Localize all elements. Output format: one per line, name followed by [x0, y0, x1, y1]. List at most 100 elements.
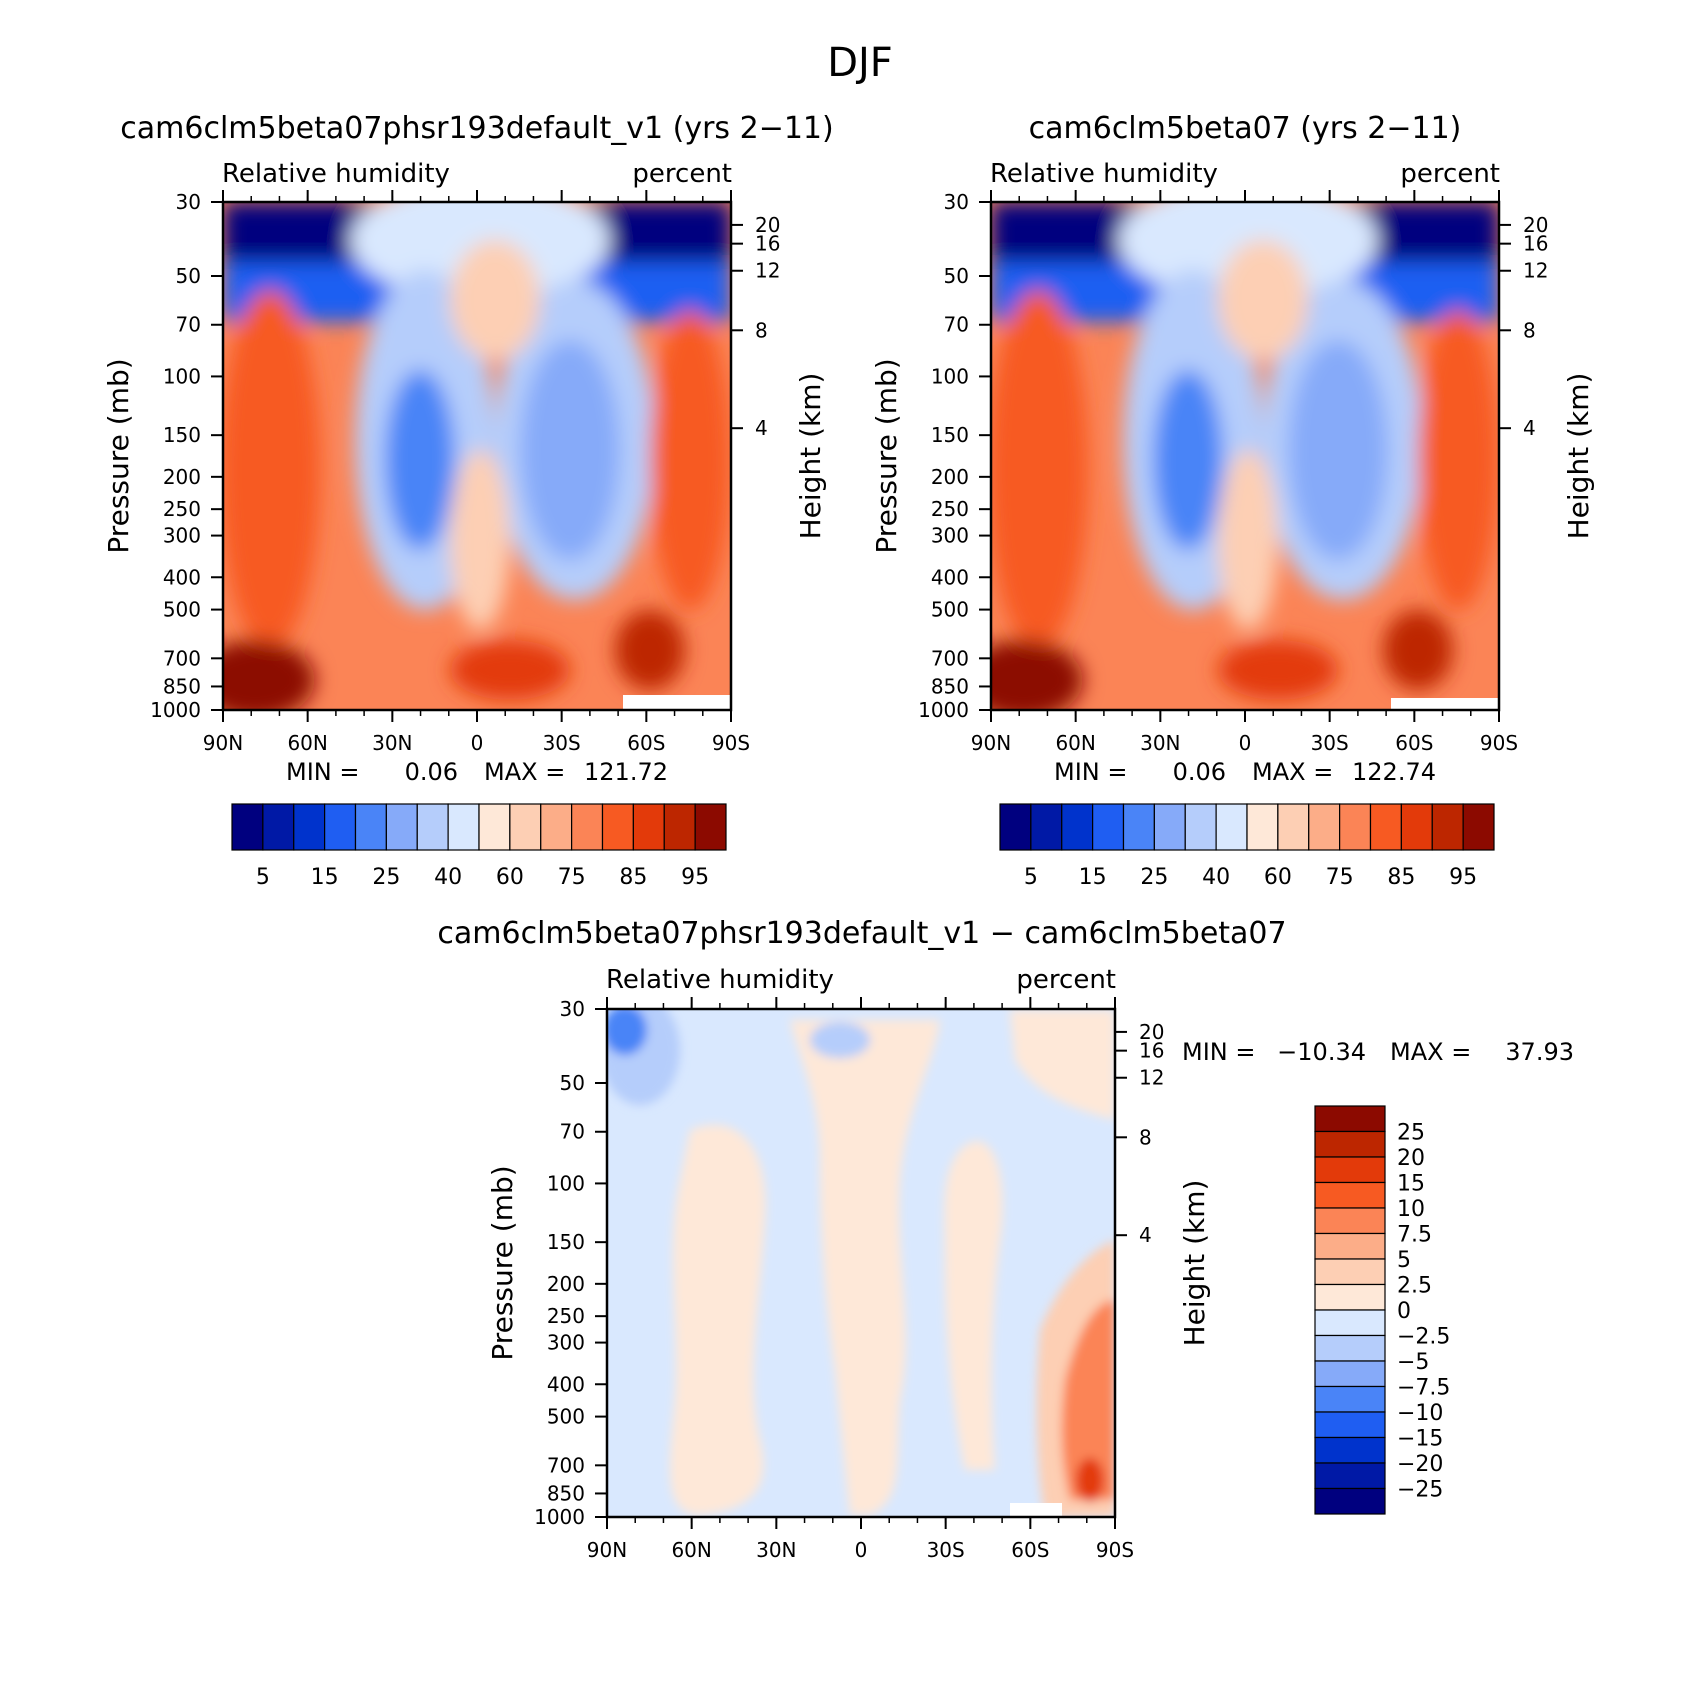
y-tick-label: 30 [176, 190, 201, 214]
x-tick-label: 90S [1096, 1538, 1134, 1562]
y-tick-label: 250 [163, 497, 201, 521]
colorbar-label: −5 [1397, 1350, 1429, 1375]
colorbar-label: 5 [1397, 1248, 1411, 1273]
panel-2-title: cam6clm5beta07 (yrs 2−11) [1029, 111, 1462, 146]
panel-1-axes: 3050701001502002503004005007008501000201… [150, 190, 780, 755]
y-tick-label: 150 [163, 423, 201, 447]
y-tick-label: 70 [176, 313, 201, 337]
panel-2-max-value: 122.74 [1352, 758, 1436, 786]
colorbar-swatch [509, 803, 542, 851]
colorbar-label: 40 [434, 865, 462, 890]
figure-title: DJF [827, 40, 893, 86]
colorbar-swatch [293, 803, 326, 851]
panel-2-axes: 3050701001502002503004005007008501000201… [918, 190, 1548, 755]
y-tick-label: 300 [163, 524, 201, 548]
y-tick-label: 500 [931, 598, 969, 622]
y-tick-label: 500 [163, 598, 201, 622]
panel-2-y2label: Height (km) [1562, 373, 1595, 540]
panel-3-min-label: MIN = [1182, 1038, 1255, 1066]
y-tick-label: 400 [163, 565, 201, 589]
panel-2-min-label: MIN = [1054, 758, 1127, 786]
colorbar-swatch [1308, 803, 1341, 851]
colorbar-swatch [262, 803, 295, 851]
panel-3-right-subtitle: percent [1016, 965, 1116, 995]
colorbar-swatch [1314, 1130, 1386, 1158]
y2-tick-label: 8 [1523, 318, 1536, 342]
panel-3-title: cam6clm5beta07phsr193default_v1 − cam6cl… [437, 916, 1286, 951]
colorbar-swatch [1314, 1334, 1386, 1362]
colorbar-label: 60 [1264, 865, 1292, 890]
colorbar-label: 0 [1397, 1299, 1411, 1324]
x-tick-label: 90S [1480, 731, 1518, 755]
x-tick-label: 90N [587, 1538, 627, 1562]
x-tick-label: 30N [1140, 731, 1180, 755]
y-tick-label: 150 [547, 1230, 585, 1254]
y2-tick-label: 12 [1523, 259, 1548, 283]
panel-3-max-label: MAX = [1390, 1038, 1471, 1066]
y-tick-label: 100 [547, 1171, 585, 1195]
colorbar-swatch [1246, 803, 1279, 851]
x-tick-label: 60S [627, 731, 665, 755]
y-tick-label: 50 [176, 264, 201, 288]
x-tick-label: 30S [927, 1538, 965, 1562]
colorbar-swatch [1431, 803, 1464, 851]
y-tick-label: 250 [931, 497, 969, 521]
colorbar-swatch [1314, 1156, 1386, 1184]
colorbar-label: −7.5 [1397, 1376, 1450, 1401]
colorbar-label: 15 [1397, 1172, 1425, 1197]
x-tick-label: 90S [712, 731, 750, 755]
panel-1-min-value: 0.06 [405, 758, 458, 786]
colorbar-label: 5 [1024, 865, 1038, 890]
panel-2-ylabel: Pressure (mb) [870, 358, 903, 553]
y2-tick-label: 16 [1523, 232, 1548, 256]
y-tick-label: 1000 [150, 698, 201, 722]
colorbar-swatch [999, 803, 1032, 851]
colorbar-swatch [354, 803, 387, 851]
colorbar-swatch [1400, 803, 1433, 851]
y2-tick-label: 4 [755, 416, 768, 440]
panel-3-left-subtitle: Relative humidity [606, 965, 834, 995]
panel-1-field [223, 202, 731, 710]
panel-1-right-subtitle: percent [632, 159, 732, 189]
y-tick-label: 70 [560, 1120, 585, 1144]
panel-2-field [991, 202, 1499, 710]
y-tick-label: 300 [547, 1331, 585, 1355]
panel-3-y2label: Height (km) [1178, 1180, 1211, 1347]
colorbar-swatch [1314, 1462, 1386, 1490]
colorbar-swatch [1314, 1436, 1386, 1464]
y2-tick-label: 20 [755, 213, 780, 237]
y-tick-label: 300 [931, 524, 969, 548]
colorbar-swatch [632, 803, 665, 851]
x-tick-label: 60N [287, 731, 327, 755]
colorbar-label: 85 [1387, 865, 1415, 890]
colorbar-label: 25 [372, 865, 400, 890]
panel-3-min-value: −10.34 [1277, 1038, 1366, 1066]
panel-2-min-value: 0.06 [1173, 758, 1226, 786]
y2-tick-label: 20 [1523, 213, 1548, 237]
colorbar-swatch [416, 803, 449, 851]
colorbar-swatch [1314, 1105, 1386, 1133]
colorbar-swatch [540, 803, 573, 851]
x-tick-label: 90N [203, 731, 243, 755]
x-tick-label: 60N [671, 1538, 711, 1562]
panel-1-ylabel: Pressure (mb) [102, 358, 135, 553]
colorbar-swatch [1462, 803, 1495, 851]
panel-2-colorbar: 5 15 25 40 60 75 85 95 [999, 803, 1495, 890]
colorbar-label: −10 [1397, 1401, 1443, 1426]
y2-tick-label: 8 [1139, 1125, 1152, 1149]
x-tick-label: 60S [1395, 731, 1433, 755]
colorbar-label: 25 [1397, 1121, 1425, 1146]
x-tick-label: 0 [855, 1538, 868, 1562]
colorbar-swatch [447, 803, 480, 851]
y-tick-label: 700 [931, 646, 969, 670]
colorbar-swatch [1314, 1411, 1386, 1439]
colorbar-swatch [1314, 1487, 1386, 1515]
panel-1: cam6clm5beta07phsr193default_v1 (yrs 2−1… [102, 111, 834, 890]
colorbar-swatch [1314, 1232, 1386, 1260]
colorbar-label: −15 [1397, 1427, 1443, 1452]
colorbar-label: 5 [256, 865, 270, 890]
y-tick-label: 850 [163, 674, 201, 698]
y-tick-label: 200 [163, 465, 201, 489]
y-tick-label: 70 [944, 313, 969, 337]
